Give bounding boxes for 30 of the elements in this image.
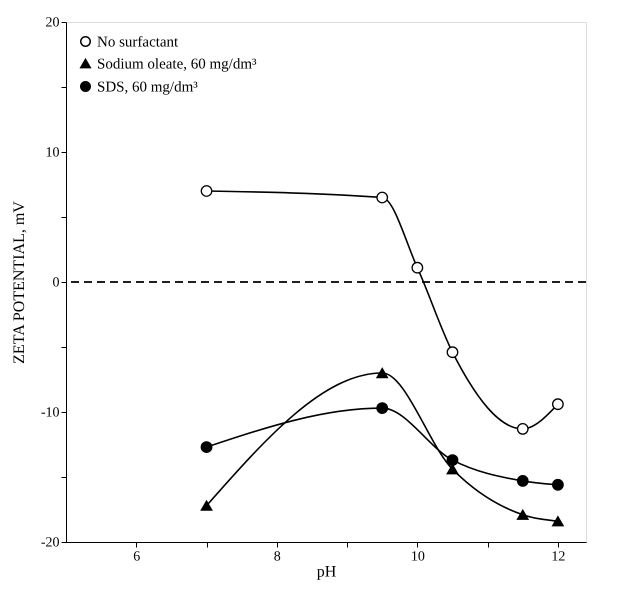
- x-tick-label: 6: [133, 550, 140, 564]
- legend-label: Sodium oleate, 60 mg/dm³: [97, 56, 257, 72]
- point: [516, 475, 529, 487]
- point: [446, 346, 458, 358]
- legend-label: SDS, 60 mg/dm³: [97, 80, 198, 96]
- point: [376, 402, 388, 414]
- x-axis-title: pH: [316, 564, 337, 580]
- y-tick-label: -10: [40, 406, 60, 420]
- point: [200, 185, 212, 197]
- point: [376, 368, 388, 378]
- x-tick-label: 10: [410, 550, 425, 564]
- point: [516, 423, 529, 435]
- point: [200, 500, 212, 511]
- y-tick-label: 10: [46, 146, 60, 160]
- y-tick-label: 0: [52, 276, 60, 290]
- y-axis-title: ZETA POTENTIAL, mV: [10, 200, 28, 364]
- point: [516, 510, 529, 520]
- legend-label: No surfactant: [97, 34, 180, 50]
- point: [376, 192, 388, 204]
- point: [446, 454, 458, 466]
- point: [200, 441, 212, 453]
- point: [411, 262, 424, 274]
- y-tick-label: 20: [46, 16, 60, 30]
- y-tick-label: -20: [40, 536, 60, 550]
- point: [552, 478, 564, 491]
- x-tick-label: 8: [274, 550, 281, 564]
- point: [552, 516, 564, 526]
- x-tick-label: 12: [551, 550, 566, 564]
- point: [446, 464, 458, 474]
- point: [552, 398, 564, 410]
